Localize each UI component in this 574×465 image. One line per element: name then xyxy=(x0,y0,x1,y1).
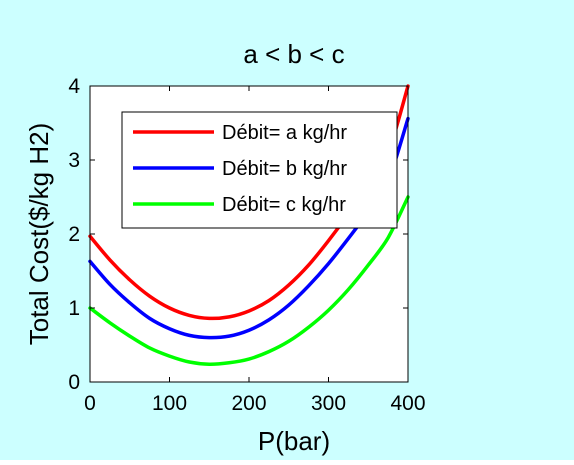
series-line-3 xyxy=(88,195,410,366)
x-tick-label: 100 xyxy=(152,392,187,415)
y-tick-label: 4 xyxy=(68,75,80,98)
x-tick-label: 200 xyxy=(231,392,266,415)
legend-label-2: Débit= b kg/hr xyxy=(222,158,347,180)
x-tick-label: 300 xyxy=(311,392,346,415)
legend-items: Débit= a kg/hr Débit= b kg/hr Débit= c kg/… xyxy=(133,122,347,216)
y-tick-label: 2 xyxy=(68,223,80,246)
legend-label-3: Débit= c kg/hr xyxy=(222,194,346,216)
y-tick-label: 3 xyxy=(68,149,80,172)
x-tick-label: 400 xyxy=(390,392,425,415)
y-tick-label: 1 xyxy=(68,297,80,320)
tick-layer: 0 100 200 300 400 0 1 2 3 4 xyxy=(68,75,425,415)
chart-title: a < b < c xyxy=(243,39,344,69)
y-axis-title: Total Cost($/kg H2) xyxy=(24,123,54,346)
legend: Débit= a kg/hr Débit= b kg/hr Débit= c kg/… xyxy=(121,111,398,229)
y-tick-label: 0 xyxy=(68,371,80,394)
legend-label-1: Débit= a kg/hr xyxy=(222,122,347,144)
x-axis-title: P(bar) xyxy=(258,426,330,456)
x-tick-label: 0 xyxy=(84,392,96,415)
